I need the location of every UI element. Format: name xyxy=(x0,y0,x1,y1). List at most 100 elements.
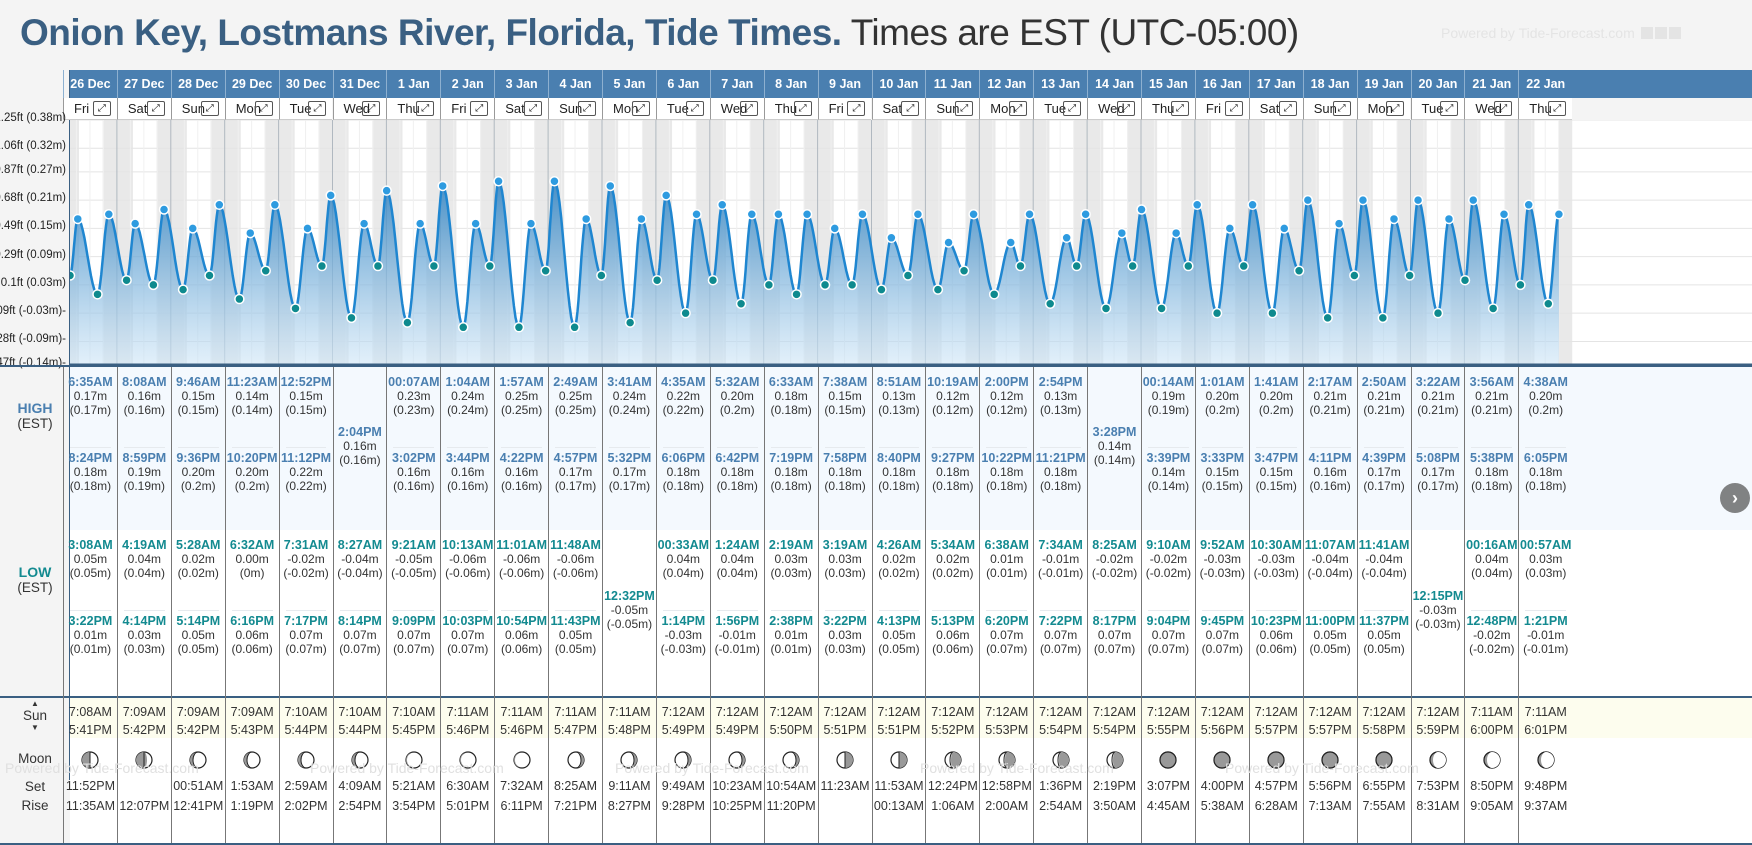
expand-day-icon[interactable]: ⤢ xyxy=(1224,101,1243,116)
tide-height: 0.05m xyxy=(1313,628,1347,642)
day-of-week: Tue xyxy=(666,101,689,116)
sunrise-time: 7:09AM xyxy=(176,705,220,719)
expand-day-icon[interactable]: ⤢ xyxy=(577,101,596,116)
day-of-week-cell: Mon ⤢ xyxy=(602,98,656,120)
tide-height: -0.04m xyxy=(341,552,379,566)
tide-time: 8:24PM xyxy=(68,451,113,465)
expand-day-icon[interactable]: ⤢ xyxy=(1278,101,1297,116)
moonrise-time: 2:54AM xyxy=(1039,799,1083,813)
high-tide-entry: 4:39PM 0.17m (0.17m) xyxy=(1358,451,1411,493)
entry-divider xyxy=(716,447,758,448)
high-tide-point xyxy=(1388,213,1400,225)
expand-day-icon[interactable]: ⤢ xyxy=(254,101,273,116)
sunrise-time: 7:11AM xyxy=(608,705,651,719)
tide-time: 12:32PM xyxy=(604,589,655,603)
sunrise-time: 7:12AM xyxy=(877,705,921,719)
entry-divider xyxy=(1525,610,1567,611)
expand-day-icon[interactable]: ⤢ xyxy=(1009,101,1028,116)
date-header: 30 Dec xyxy=(278,70,333,98)
expand-day-icon[interactable]: ⤢ xyxy=(1440,101,1459,116)
moonset-time: 6:55PM xyxy=(1362,779,1406,793)
low-tide-point xyxy=(876,284,887,295)
expand-day-icon[interactable]: ⤢ xyxy=(739,101,758,116)
expand-day-icon[interactable]: ⤢ xyxy=(847,101,866,116)
tide-time: 6:32AM xyxy=(229,538,275,552)
day-of-week-cell: Wed ⤢ xyxy=(1464,98,1519,120)
expand-day-icon[interactable]: ⤢ xyxy=(416,101,435,116)
tide-height: 0.05m xyxy=(73,552,108,566)
low-tide-entry: 4:26AM 0.02m (0.02m) xyxy=(873,538,926,580)
tide-height: 0.04m xyxy=(127,552,162,566)
powered-by-link[interactable]: Powered by Tide-Forecast.com xyxy=(1441,25,1683,42)
day-of-week-cell: Tue ⤢ xyxy=(1033,98,1088,120)
expand-day-icon[interactable]: ⤢ xyxy=(685,101,704,116)
sunset-time: 5:51PM xyxy=(877,723,921,737)
tide-time: 1:41AM xyxy=(1254,375,1299,389)
entry-divider xyxy=(770,447,812,448)
expand-day-icon[interactable]: ⤢ xyxy=(1548,101,1567,116)
expand-day-icon[interactable]: ⤢ xyxy=(1386,101,1405,116)
high-tide-entry: 3:02PM 0.16m (0.16m) xyxy=(387,451,440,493)
sunset-time: 5:43PM xyxy=(230,723,274,737)
high-tide-entry: 7:19PM 0.18m (0.18m) xyxy=(765,451,818,493)
moonset-time: 2:19PM xyxy=(1092,779,1137,793)
day-column: 7:38AM 0.15m (0.15m) 7:58PM 0.18m (0.18m) 3:19… xyxy=(817,367,872,843)
moonrise-time: 2:02PM xyxy=(284,799,328,813)
tide-height-alt: (0.05m) xyxy=(1363,642,1405,656)
tide-height: 0.15m xyxy=(1205,465,1240,479)
expand-day-icon[interactable]: ⤢ xyxy=(362,101,381,116)
expand-day-icon[interactable]: ⤢ xyxy=(1332,101,1351,116)
expand-day-icon[interactable]: ⤢ xyxy=(1063,101,1082,116)
low-tide-entry: 6:32AM 0.00m (0m) xyxy=(226,538,279,580)
tide-time: 8:25AM xyxy=(1092,538,1137,552)
tide-time: 6:35AM xyxy=(68,375,113,389)
moonrise-time: 2:54PM xyxy=(338,799,382,813)
expand-day-icon[interactable]: ⤢ xyxy=(955,101,974,116)
tide-height-alt: (0.21m) xyxy=(1471,403,1513,417)
low-tide-point xyxy=(121,274,132,286)
expand-day-icon[interactable]: ⤢ xyxy=(200,101,219,116)
tide-height-alt: (-0.04m) xyxy=(337,566,383,580)
date-header: 5 Jan xyxy=(602,70,656,98)
date-header: 7 Jan xyxy=(709,70,764,98)
day-column: 00:14AM 0.19m (0.19m) 3:39PM 0.14m (0.14m) 9:1… xyxy=(1141,367,1195,843)
tide-height-alt: (-0.01m) xyxy=(1523,642,1569,656)
expand-day-icon[interactable]: ⤢ xyxy=(1116,101,1135,116)
tide-height: 0.01m xyxy=(990,552,1024,566)
tide-height: 0.07m xyxy=(397,628,431,642)
day-of-week-cell: Tue ⤢ xyxy=(278,98,333,120)
tide-height-alt: (0.06m) xyxy=(500,642,543,656)
high-tide-point xyxy=(1278,223,1290,234)
expand-day-icon[interactable]: ⤢ xyxy=(470,101,489,116)
expand-day-icon[interactable]: ⤢ xyxy=(308,101,327,116)
expand-day-icon[interactable]: ⤢ xyxy=(793,101,812,116)
expand-day-icon[interactable]: ⤢ xyxy=(631,101,650,116)
day-of-week: Thu xyxy=(397,101,420,116)
tide-height: -0.04m xyxy=(1365,552,1403,566)
tide-height: 0.17m xyxy=(612,465,647,479)
expand-day-icon[interactable]: ⤢ xyxy=(92,101,111,116)
expand-day-icon[interactable]: ⤢ xyxy=(1494,101,1513,116)
tide-height: 0.03m xyxy=(127,628,162,642)
high-tide-point xyxy=(886,232,897,244)
expand-day-icon[interactable]: ⤢ xyxy=(524,101,543,116)
expand-day-icon[interactable]: ⤢ xyxy=(901,101,920,116)
day-of-week-cell: Mon ⤢ xyxy=(1356,98,1411,120)
tide-height: 0.14m xyxy=(1097,438,1132,453)
moonset-time: 8:50PM xyxy=(1470,779,1514,793)
tide-height-alt: (-0.03m) xyxy=(1415,617,1461,631)
high-tide-point xyxy=(103,208,115,220)
high-tide-entry: 1:01AM 0.20m (0.2m) xyxy=(1196,375,1249,417)
tide-time: 9:46AM xyxy=(176,375,221,389)
expand-day-icon[interactable]: ⤢ xyxy=(146,101,165,116)
tide-time: 11:12PM xyxy=(281,451,332,465)
high-tide-entry: 4:11PM 0.16m (0.16m) xyxy=(1304,451,1357,493)
tide-height: 0.18m xyxy=(936,465,970,479)
tide-height-alt: (0.01m) xyxy=(770,642,812,656)
date-header: 6 Jan xyxy=(655,70,710,98)
next-arrow-button[interactable]: › xyxy=(1720,483,1750,513)
expand-day-icon[interactable]: ⤢ xyxy=(1170,101,1189,116)
tide-height: 0.06m xyxy=(1259,628,1293,642)
high-tide-entry: 10:22PM 0.18m (0.18m) xyxy=(980,451,1033,493)
sunrise-time: 7:12AM xyxy=(769,705,813,719)
